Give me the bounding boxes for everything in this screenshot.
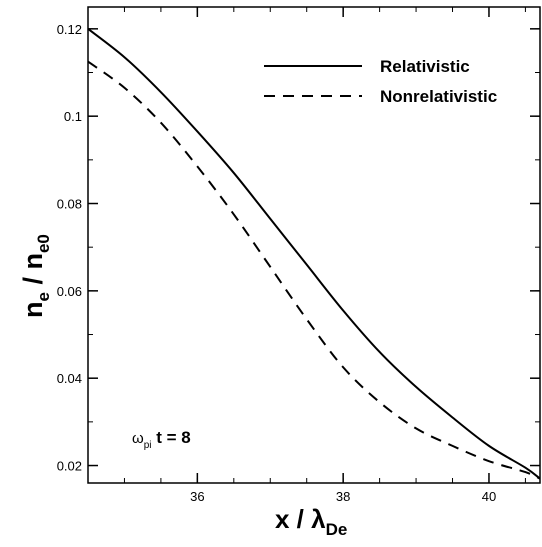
series-layer: [87, 28, 541, 480]
y-tick-label: 0.04: [57, 371, 82, 386]
legend-label-relativistic: Relativistic: [380, 57, 470, 76]
major-ticks: [88, 7, 540, 483]
series-line-nonrelativistic: [87, 60, 541, 480]
y-tick-label: 0.12: [57, 22, 82, 37]
legend-label-nonrelativistic: Nonrelativistic: [380, 87, 497, 106]
x-tick-label: 40: [482, 489, 496, 504]
y-tick-label: 0.1: [64, 109, 82, 124]
y-axis-title: ne / ne0: [18, 234, 53, 318]
tick-labels: 36 38 40 0.02 0.04 0.06 0.08 0.1 0.12: [57, 22, 497, 504]
time-annotation: ωpi t = 8: [132, 428, 191, 451]
x-tick-label: 36: [190, 489, 204, 504]
y-tick-label: 0.08: [57, 197, 82, 212]
series-line-relativistic: [87, 28, 541, 480]
plot-area-frame: [87, 6, 541, 484]
y-tick-label: 0.06: [57, 284, 82, 299]
x-axis-title: x / λDe: [275, 504, 347, 539]
legend: Relativistic Nonrelativistic: [264, 57, 497, 106]
y-tick-label: 0.02: [57, 459, 82, 474]
x-tick-label: 38: [336, 489, 350, 504]
